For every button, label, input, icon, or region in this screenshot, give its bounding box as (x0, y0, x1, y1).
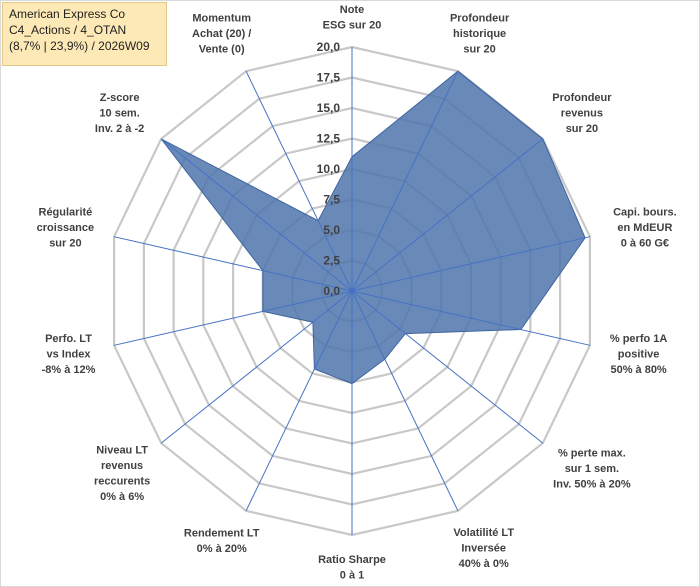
axis-label: Profondeur (450, 13, 510, 25)
radar-tick-labels: 0,0 2,5 5,0 7,5 10,0 12,5 15,0 17,5 20,0 (317, 40, 341, 298)
axis-label: sur 1 sem. (565, 463, 619, 475)
axis-label: -8% à 12% (42, 364, 96, 376)
axis-spoke (351, 290, 544, 444)
axis-label: Perfo. LT (45, 333, 92, 345)
axis-label: vs Index (46, 349, 91, 361)
axis-label: 10 sem. (99, 107, 139, 119)
radar-spokes (113, 47, 591, 535)
axis-label: 50% à 80% (610, 364, 666, 376)
axis-label: en MdEUR (617, 222, 672, 234)
tick-label: 0,0 (323, 284, 340, 298)
company-name: American Express Co (9, 7, 126, 21)
axis-label: Capi. bours. (613, 206, 677, 218)
radar-series (160, 70, 586, 385)
axis-label: % perte max. (558, 448, 626, 460)
axis-spoke (351, 138, 544, 292)
axis-label: sur 20 (566, 123, 598, 135)
axis-spoke (351, 70, 459, 292)
portfolio-name: C4_Actions / 4_OTAN (9, 23, 127, 37)
tick-label: 10,0 (317, 162, 341, 176)
axis-label: Volatilité LT (453, 527, 514, 539)
axis-spoke (351, 236, 591, 292)
axis-label: Régularité (39, 206, 93, 218)
axis-spoke (351, 290, 591, 346)
axis-spoke (245, 70, 353, 292)
performance-period: (8,7% | 23,9%) / 2026W09 (9, 39, 150, 53)
axis-spoke (160, 290, 353, 444)
axis-spoke (113, 290, 353, 346)
axis-label: 40% à 0% (459, 558, 509, 570)
axis-label: 0 à 1 (340, 570, 364, 582)
axis-spoke (351, 290, 459, 512)
axis-label: revenus (561, 107, 603, 119)
tick-label: 12,5 (317, 132, 341, 146)
axis-label: 0% à 20% (197, 543, 247, 555)
tick-label: 5,0 (323, 223, 340, 237)
axis-spoke (113, 236, 353, 292)
axis-label: Rendement LT (184, 528, 260, 540)
axis-label: Ratio Sharpe (318, 554, 386, 566)
series-area (160, 70, 586, 385)
axis-label: revenus (101, 460, 143, 472)
info-box: American Express Co C4_Actions / 4_OTAN … (2, 2, 167, 66)
axis-label: Note (340, 4, 364, 16)
axis-label: reccurents (94, 476, 150, 488)
axis-label: croissance (37, 222, 94, 234)
axis-label: Inv. 2 à -2 (95, 123, 144, 135)
axis-label: Z-score (100, 92, 140, 104)
axis-label: Profondeur (552, 92, 612, 104)
tick-label: 15,0 (317, 101, 341, 115)
axis-label: Achat (20) / (192, 28, 251, 40)
radar-axis-labels: Note ESG sur 20 Profondeur historique sur 20… (37, 4, 677, 582)
axis-label: positive (618, 349, 660, 361)
axis-label: sur 20 (49, 237, 81, 249)
axis-label: Niveau LT (96, 445, 148, 457)
axis-label: % perfo 1A (610, 333, 668, 345)
axis-label: Inv. 50% à 20% (553, 479, 631, 491)
axis-label: historique (453, 28, 506, 40)
axis-label: Inversée (461, 542, 506, 554)
tick-label: 2,5 (323, 254, 340, 268)
axis-spoke (160, 138, 353, 292)
axis-label: ESG sur 20 (323, 20, 382, 32)
axis-label: sur 20 (463, 44, 495, 56)
axis-label: 0% à 6% (100, 491, 144, 503)
tick-label: 17,5 (317, 71, 341, 85)
tick-label: 20,0 (317, 40, 341, 54)
axis-label: Vente (0) (199, 44, 245, 56)
axis-label: Momentum (192, 13, 251, 25)
axis-label: 0 à 60 G€ (621, 237, 669, 249)
axis-spoke (245, 290, 353, 512)
tick-label: 7,5 (323, 193, 340, 207)
